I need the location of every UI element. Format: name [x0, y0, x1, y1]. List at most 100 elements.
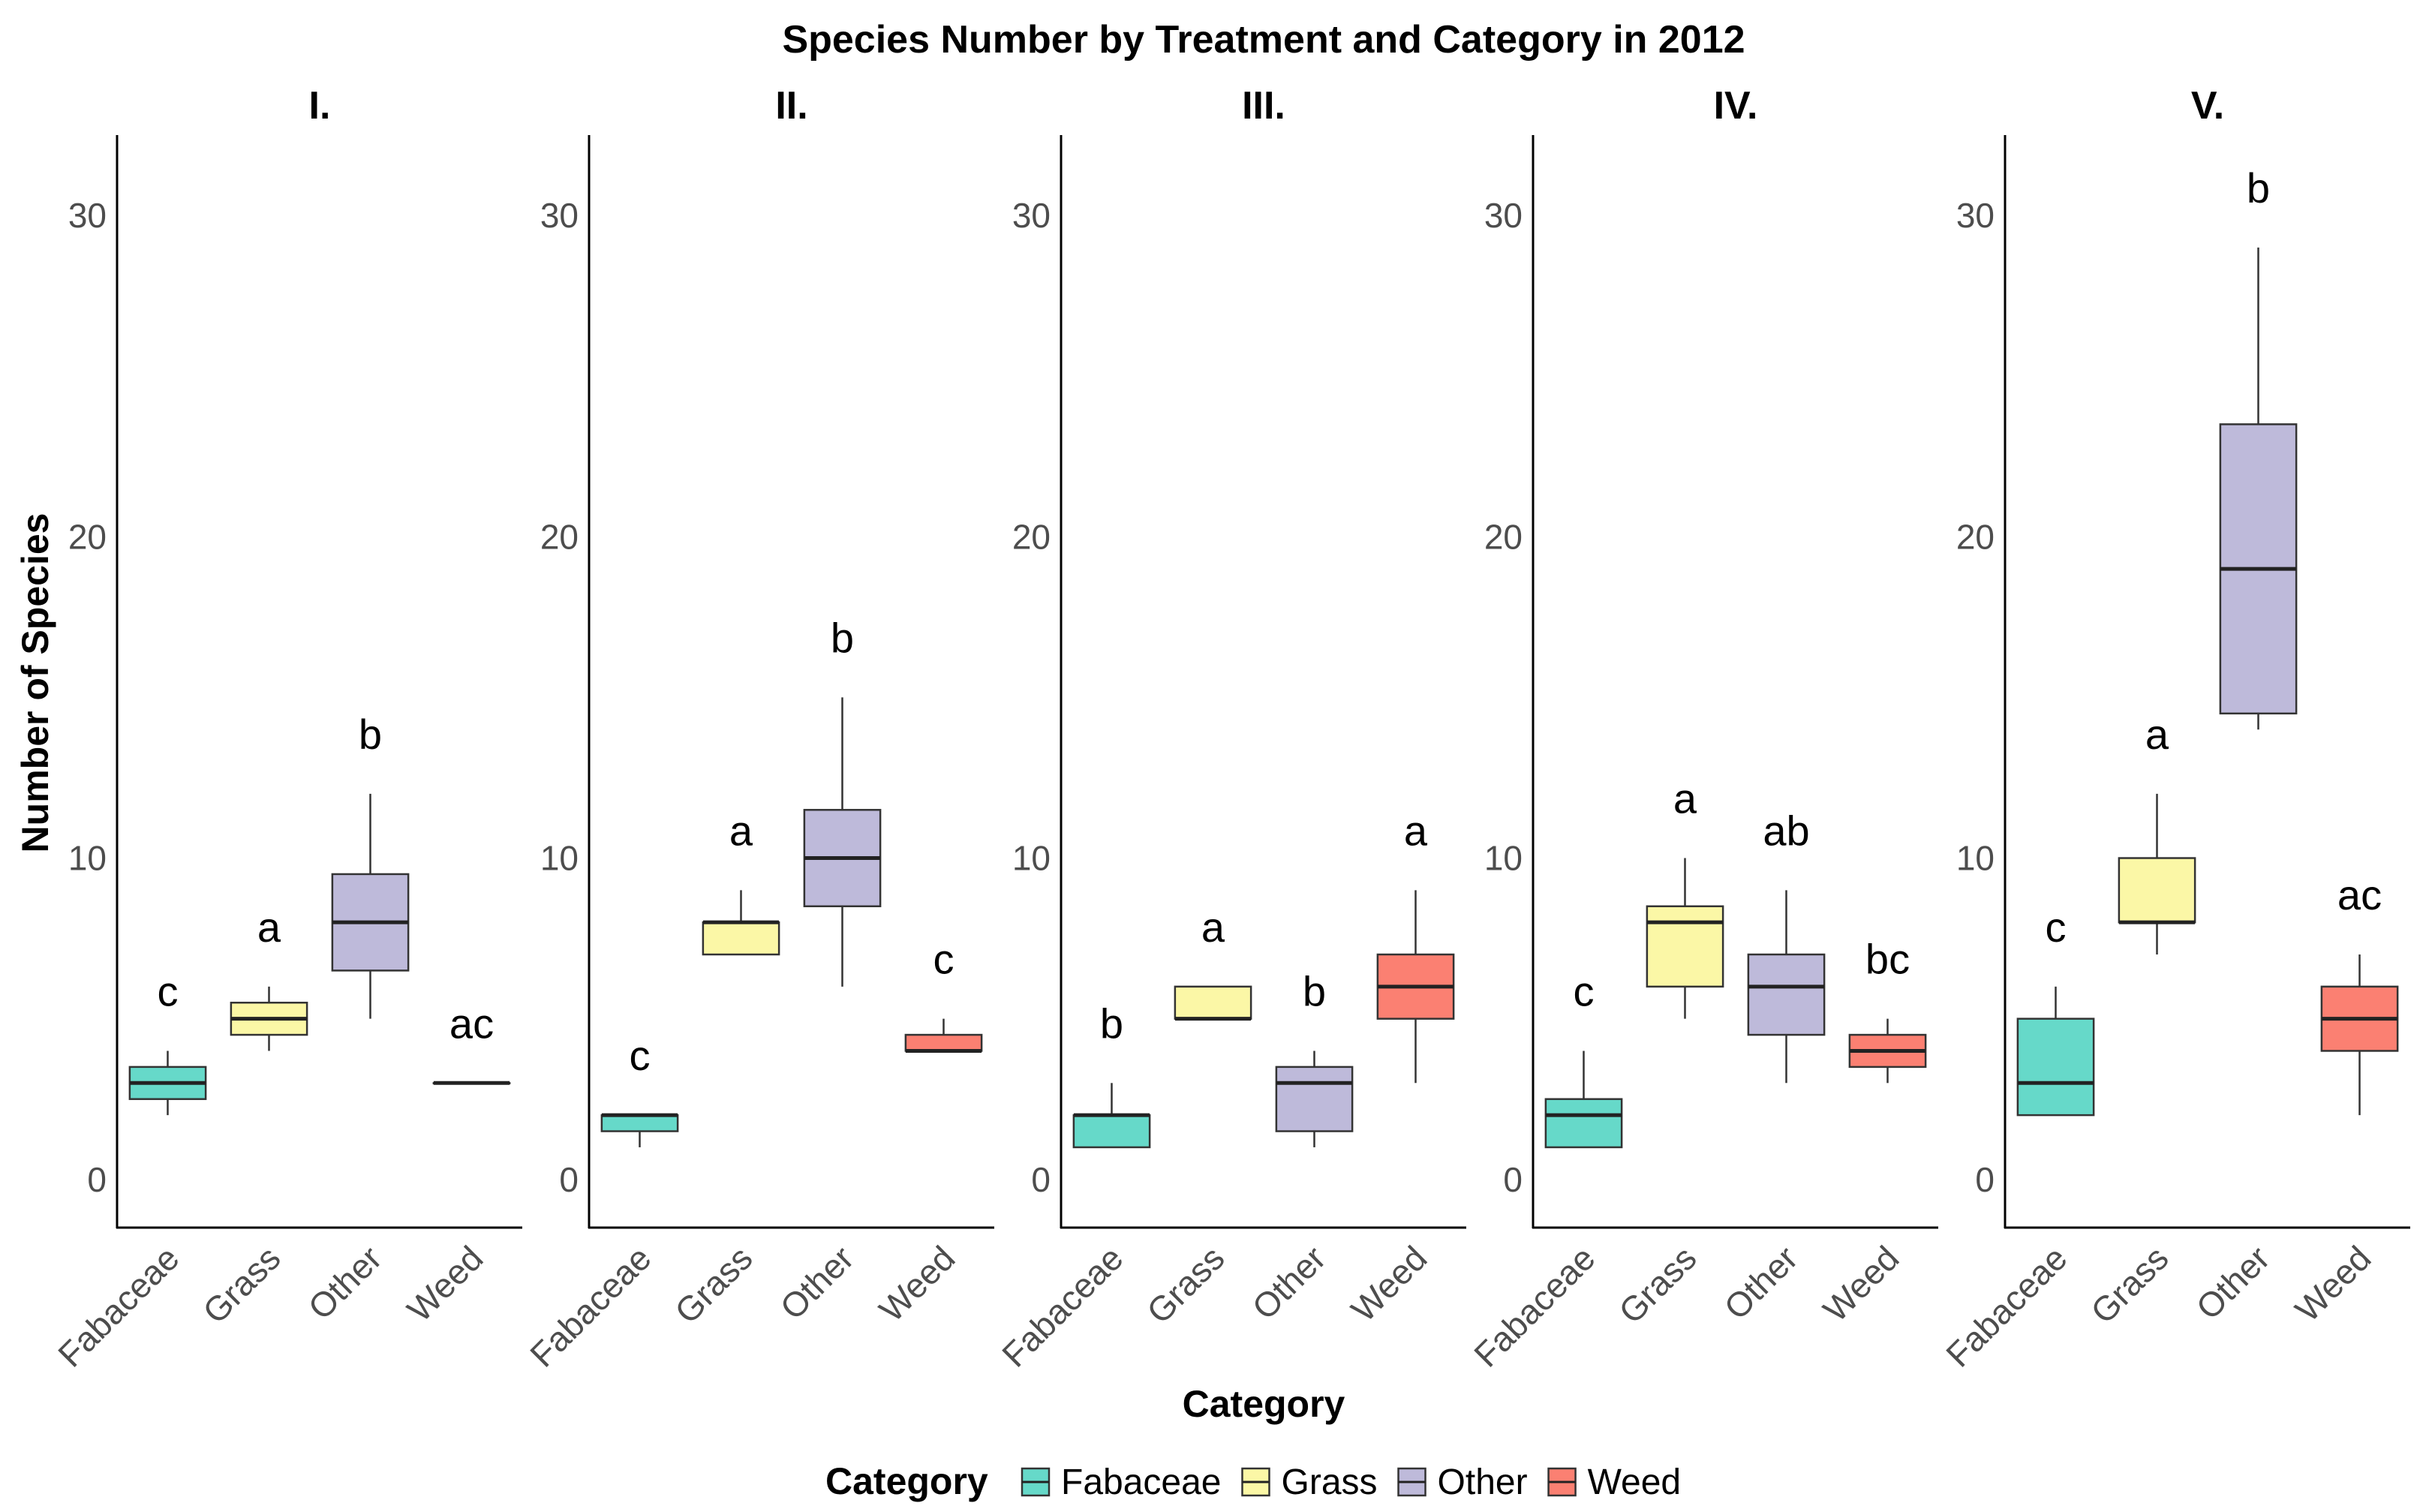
legend-label: Grass [1282, 1462, 1378, 1502]
y-tick-label: 10 [1956, 839, 1995, 878]
significance-letter: c [933, 936, 954, 983]
box-iqr [1544, 1098, 1623, 1149]
box-iqr [1174, 985, 1252, 1020]
legend-item-other: Other [1397, 1462, 1528, 1502]
significance-letter: b [359, 711, 382, 758]
x-tick-label: Grass [667, 1238, 760, 1331]
significance-letter: a [1201, 903, 1225, 951]
x-tick-label: Grass [195, 1238, 288, 1331]
box-other: b [1275, 967, 1354, 1147]
box-fabaceae: c [2016, 903, 2095, 1117]
y-tick-label: 30 [1956, 196, 1995, 235]
box-iqr [1747, 953, 1826, 1036]
x-tick-label: Other [300, 1238, 389, 1327]
y-tick-label: 20 [540, 517, 579, 556]
chart-title: Species Number by Treatment and Category… [782, 18, 1745, 62]
facet-panel: IV. 0 10 20 30 Fabaceae Grass Other Weed c a ab bc [1466, 84, 1938, 1375]
legend-item-weed: Weed [1547, 1462, 1682, 1502]
box-weed: c [904, 936, 983, 1053]
box-iqr [1646, 905, 1724, 988]
x-tick-label: Weed [1343, 1238, 1434, 1329]
box-fabaceae: c [1544, 967, 1623, 1149]
x-tick-label: Weed [2287, 1238, 2378, 1329]
x-tick-label: Other [1716, 1238, 1805, 1327]
y-tick-label: 20 [1956, 517, 1995, 556]
facet-panel: II. 0 10 20 30 Fabaceae Grass Other Weed c a b c [522, 84, 994, 1375]
y-tick-label: 20 [1012, 517, 1051, 556]
y-tick-label: 10 [68, 839, 107, 878]
y-tick-label: 20 [68, 517, 107, 556]
legend-label: Fabaceae [1061, 1462, 1222, 1502]
y-tick-label: 30 [1484, 196, 1523, 235]
box-weed: bc [1848, 936, 1927, 1084]
legend-label: Other [1438, 1462, 1528, 1502]
significance-letter: a [2145, 711, 2169, 758]
x-tick-label: Fabaceae [50, 1238, 186, 1374]
legend-item-grass: Grass [1241, 1462, 1378, 1502]
box-other: ab [1747, 807, 1826, 1084]
significance-letter: a [257, 903, 281, 951]
facet-title: II. [775, 84, 807, 128]
x-tick-label: Weed [1815, 1238, 1906, 1329]
x-tick-label: Grass [2083, 1238, 2176, 1331]
facet-title: III. [1242, 84, 1285, 128]
box-weed: a [1376, 807, 1455, 1084]
y-tick-label: 0 [1031, 1160, 1051, 1199]
box-weed: ac [432, 999, 511, 1085]
y-tick-label: 20 [1484, 517, 1523, 556]
facet-panel: I. 0 10 20 30 Fabaceae Grass Other Weed c a b ac [50, 84, 522, 1375]
x-tick-label: Weed [871, 1238, 962, 1329]
box-grass: a [702, 807, 780, 956]
significance-letter: b [1303, 967, 1326, 1015]
facet-panel: III. 0 10 20 30 Fabaceae Grass Other Weed b a b a [994, 84, 1466, 1375]
x-tick-label: Other [1244, 1238, 1333, 1327]
significance-letter: a [1404, 807, 1428, 854]
y-tick-label: 10 [1012, 839, 1051, 878]
x-tick-label: Other [772, 1238, 861, 1327]
significance-letter: ac [2337, 871, 2382, 918]
box-grass: a [230, 903, 308, 1051]
y-tick-label: 30 [68, 196, 107, 235]
box-grass: a [2118, 711, 2196, 954]
box-grass: a [1646, 775, 1724, 1019]
box-iqr [1072, 1114, 1151, 1149]
box-fabaceae: c [600, 1032, 679, 1147]
box-iqr [2118, 857, 2196, 924]
box-other: b [2219, 164, 2298, 730]
facet-title: V. [2191, 84, 2224, 128]
facet-title: I. [309, 84, 331, 128]
significance-letter: b [2247, 164, 2270, 212]
box-fabaceae: c [128, 967, 207, 1116]
box-weed: ac [2320, 871, 2399, 1116]
x-tick-label: Fabaceae [994, 1238, 1130, 1374]
significance-letter: c [1574, 967, 1595, 1015]
box-iqr [904, 1033, 983, 1052]
x-tick-label: Other [2188, 1238, 2277, 1327]
y-tick-label: 30 [540, 196, 579, 235]
y-axis-title: Number of Species [14, 513, 56, 853]
significance-letter: a [729, 807, 753, 854]
significance-letter: ac [449, 999, 494, 1047]
box-other: b [331, 711, 410, 1019]
x-tick-label: Weed [399, 1238, 490, 1329]
facet-panel: V. 0 10 20 30 Fabaceae Grass Other Weed c a b ac [1938, 84, 2410, 1375]
y-tick-label: 0 [87, 1160, 107, 1199]
box-fabaceae: b [1072, 999, 1151, 1149]
significance-letter: a [1673, 775, 1697, 822]
x-tick-label: Fabaceae [1938, 1238, 2074, 1374]
legend: Category Fabaceae Grass Other Weed [825, 1460, 1681, 1502]
significance-letter: ab [1763, 807, 1809, 854]
significance-letter: bc [1865, 936, 1910, 983]
y-tick-label: 0 [1503, 1160, 1523, 1199]
x-tick-label: Grass [1139, 1238, 1232, 1331]
legend-label: Weed [1588, 1462, 1682, 1502]
x-tick-label: Fabaceae [522, 1238, 658, 1374]
box-iqr [702, 921, 780, 956]
x-tick-label: Fabaceae [1466, 1238, 1602, 1374]
legend-item-fabaceae: Fabaceae [1021, 1462, 1222, 1502]
y-tick-label: 30 [1012, 196, 1051, 235]
significance-letter: c [630, 1032, 651, 1079]
x-axis-title: Category [1183, 1383, 1345, 1425]
